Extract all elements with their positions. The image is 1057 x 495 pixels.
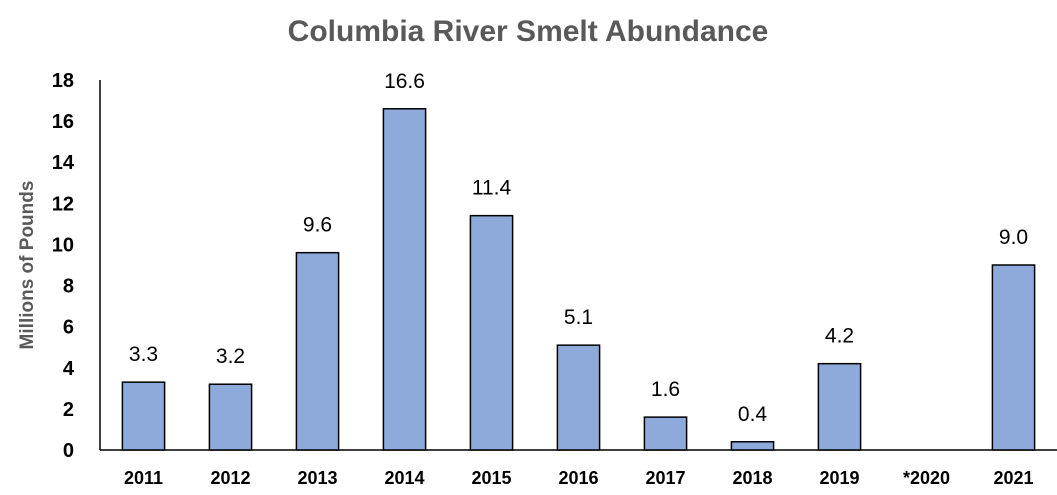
plot-area: 0 2 4 6 8 10 12 14 16 18 3.3 2011 3.2 2012 9.6 2013 16.6… [52,70,1057,488]
y-tick-label: 10 [52,234,74,256]
data-label: 11.4 [472,177,512,200]
x-tick-label: 2019 [819,468,859,488]
data-label: 9.6 [303,214,332,237]
y-tick-label: 12 [52,193,74,215]
x-tick-label: 2021 [993,468,1033,488]
data-label: 1.6 [651,378,680,401]
bar [382,108,427,451]
bar [643,416,688,451]
x-tick-label: 2014 [384,468,424,488]
x-tick-label: 2017 [645,468,685,488]
x-tick-label: 2012 [210,468,250,488]
data-label: 9.0 [999,226,1028,249]
y-tick-label: 0 [63,440,74,462]
y-tick-label: 8 [63,276,74,298]
data-label: 16.6 [384,70,425,93]
bar [730,441,775,451]
data-label: 4.2 [825,325,854,348]
bar [556,344,601,451]
x-tick-label: 2016 [558,468,598,488]
x-tick-label: 2018 [732,468,772,488]
data-label: 5.1 [564,306,593,329]
data-label: 3.2 [216,345,245,368]
bar [121,381,166,451]
y-axis-label: Millions of Pounds [17,181,38,350]
data-label: 0.4 [738,403,768,426]
bar [991,264,1036,451]
x-tick-label: 2015 [471,468,511,488]
y-tick-label: 14 [52,152,75,174]
x-tick-label: 2013 [297,468,337,488]
bar [469,214,514,451]
chart-title: Columbia River Smelt Abundance [288,15,769,48]
bar [295,251,340,451]
y-tick-label: 6 [63,317,74,339]
bar [208,383,253,451]
bar [817,362,862,451]
data-label: 3.3 [129,343,158,366]
y-tick-label: 16 [52,111,74,133]
y-tick-label: 18 [52,70,74,92]
x-tick-label: *2020 [903,468,950,488]
y-tick-label: 4 [63,358,75,380]
y-tick-label: 2 [63,399,74,421]
x-tick-label: 2011 [124,468,163,488]
